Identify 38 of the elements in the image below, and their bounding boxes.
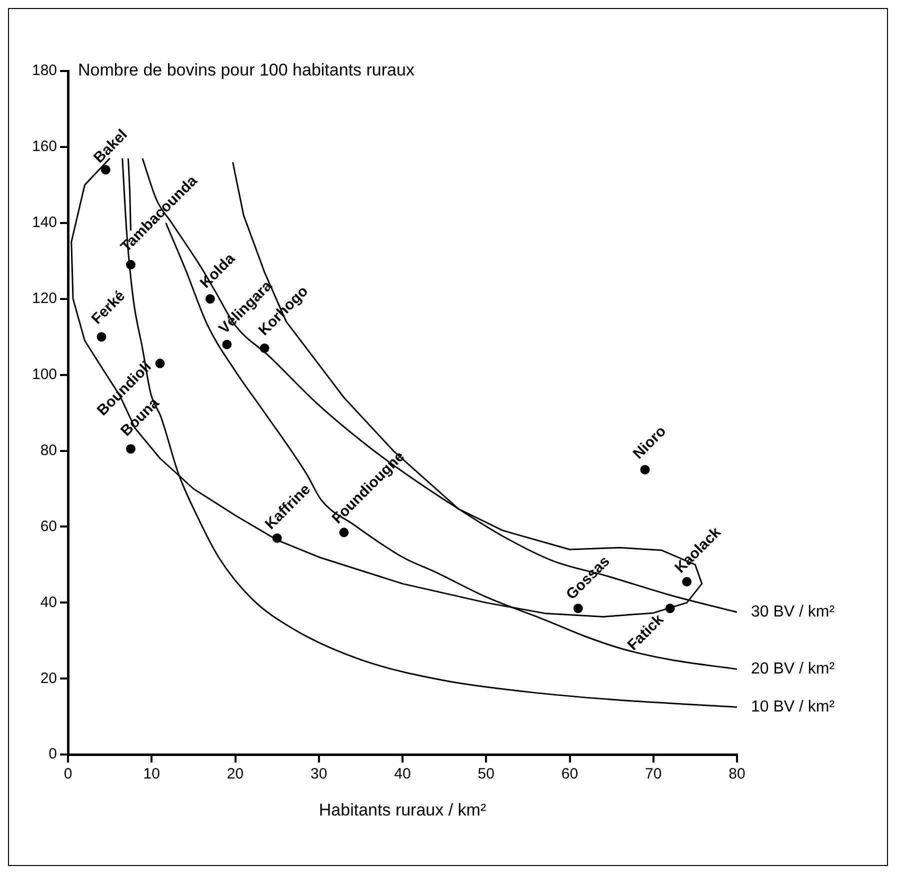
point <box>222 340 232 350</box>
x-tick-label: 0 <box>64 766 72 783</box>
point <box>126 444 136 454</box>
x-tick-label: 40 <box>394 766 411 783</box>
y-tick-label: 140 <box>32 214 58 232</box>
point <box>205 294 215 304</box>
point <box>155 358 165 368</box>
point <box>573 604 583 614</box>
x-tick-label: 80 <box>728 766 746 783</box>
x-tick-label: 10 <box>143 766 160 783</box>
point <box>640 465 650 475</box>
y-axis-title: Nombre de bovins pour 100 habitants ruraux <box>78 60 415 80</box>
point <box>272 533 282 543</box>
y-tick-label: 160 <box>32 138 58 156</box>
x-tick-label: 20 <box>226 766 244 783</box>
x-tick-label: 60 <box>561 766 578 783</box>
point <box>665 604 675 614</box>
y-tick-label: 60 <box>40 518 58 535</box>
y-tick-label: 100 <box>32 366 58 383</box>
point <box>260 343 270 353</box>
y-tick-label: 40 <box>40 594 58 611</box>
x-tick-label: 30 <box>310 766 328 783</box>
y-tick-label: 0 <box>48 746 58 763</box>
x-tick-label: 50 <box>478 766 494 783</box>
x-tick-label: 70 <box>645 766 662 783</box>
series-label: 10 BV / km² <box>751 698 836 716</box>
point <box>126 260 136 270</box>
y-tick-label: 180 <box>32 62 58 80</box>
point <box>339 528 349 538</box>
y-tick-label: 80 <box>40 442 58 459</box>
y-tick-label: 120 <box>32 290 58 308</box>
series-label: 20 BV / km² <box>751 660 836 678</box>
point <box>100 164 110 174</box>
point <box>96 332 106 342</box>
point <box>682 577 692 587</box>
series-label: 30 BV / km² <box>751 604 836 621</box>
x-axis-title: Habitants ruraux / km² <box>318 800 486 820</box>
y-tick-label: 20 <box>40 670 58 687</box>
